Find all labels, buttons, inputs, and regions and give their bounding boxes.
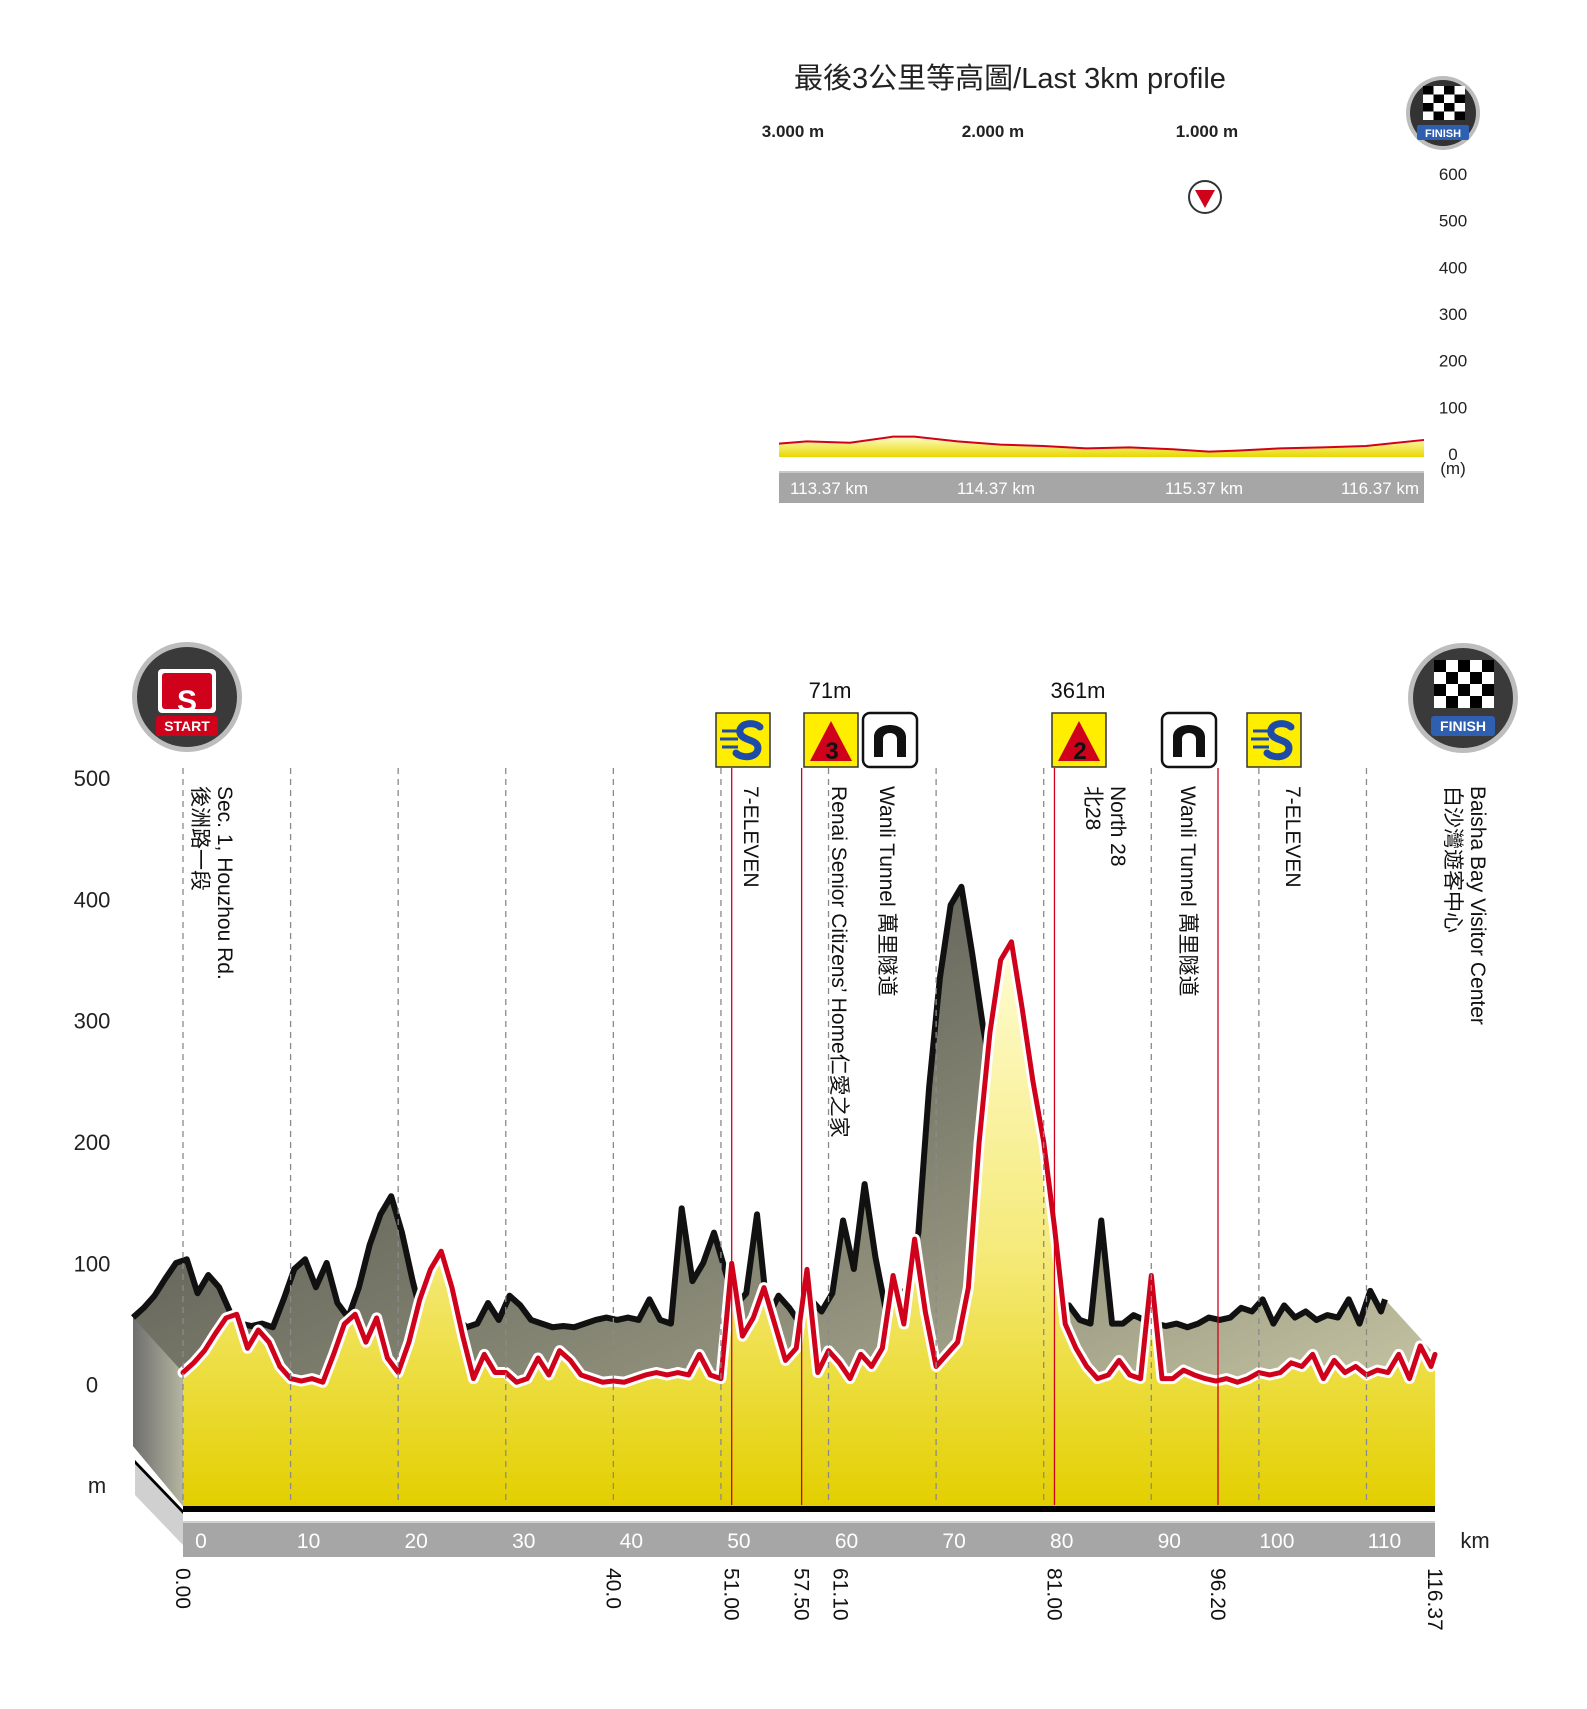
checkered-flag-icon	[1434, 660, 1494, 708]
inset-x-tick-label: 116.37 km	[1341, 479, 1419, 498]
main-y-axis: 500 400 300 200 100 0	[74, 766, 111, 1398]
waypoint-labels: Sec. 1, Houzhou Rd. 後洲路一段 7-ELEVEN Renai…	[188, 786, 1489, 1138]
checkpoint-km-label: 40.0	[601, 1568, 624, 1609]
x-tick-label: 70	[942, 1530, 965, 1553]
kom-category: 3	[825, 738, 838, 765]
inset-y-tick-label: 100	[1439, 398, 1467, 417]
inset-finish-badge: FINISH	[1406, 76, 1480, 150]
profile-side-wall	[133, 1317, 183, 1506]
waypoint-label-zh: 白沙灣遊客中心	[1441, 786, 1464, 933]
checkpoint-km-label: 57.50	[790, 1568, 813, 1621]
inset-x-tick-label: 114.37 km	[957, 479, 1035, 498]
checkpoint-km-label: 51.00	[720, 1568, 743, 1621]
start-letter: S	[177, 685, 197, 718]
x-tick-label: 50	[727, 1530, 750, 1553]
main-gridlines	[182, 768, 1368, 1505]
inset-y-tick-label: 300	[1439, 305, 1467, 324]
inset-y-tick-label: 200	[1439, 352, 1467, 371]
main-x-axis: 0 10 20 30 40 50 60 70 80 90 100 110	[195, 1530, 1401, 1553]
x-tick-label: 30	[512, 1530, 535, 1553]
kom-category: 2	[1073, 738, 1086, 765]
profile-base	[135, 1460, 1435, 1545]
inset-x-axis-band	[779, 471, 1424, 503]
waypoint-label: North 28	[1106, 786, 1129, 867]
kom-elevation: 361m	[1050, 678, 1105, 703]
start-badge: S START	[132, 642, 242, 752]
x-tick-label: 10	[297, 1530, 320, 1553]
inset-y-axis: 600 500 400 300 200 100 0	[1439, 165, 1467, 464]
checkpoint-km-labels: 0.00 40.0 51.00 57.50 61.10 81.00 96.20 116.37	[171, 1568, 1446, 1631]
checkpoint-km-label: 0.00	[171, 1568, 194, 1609]
waypoint-label: Wanli Tunnel 萬里隧道	[875, 786, 898, 996]
profile-shadow-edge	[130, 883, 1388, 1331]
inset-x-tick-label: 113.37 km	[790, 479, 868, 498]
waypoint-label-zh: 後洲路一段	[188, 786, 211, 891]
main-plot	[130, 883, 1441, 1506]
y-tick-label: 200	[74, 1130, 111, 1155]
inset-y-unit: (m)	[1440, 459, 1465, 478]
start-label: START	[164, 718, 210, 734]
finish-badge: FINISH	[1408, 643, 1518, 753]
main-y-unit: m	[88, 1473, 106, 1498]
waypoint-label-zh: 北28	[1081, 786, 1104, 830]
inset-finish-label: FINISH	[1425, 128, 1461, 140]
main-x-axis-band	[183, 1521, 1435, 1557]
inset-title: 最後3公里等高圖/Last 3km profile	[794, 62, 1226, 95]
profile-line	[180, 939, 1438, 1385]
inset-distance-mark: 2.000 m	[962, 122, 1024, 141]
waypoint-label: Renai Senior Citizens’ Home仁愛之家	[827, 786, 850, 1138]
checkered-flag-icon	[1423, 86, 1465, 120]
last-3km-inset: 最後3公里等高圖/Last 3km profile 3.000 m 2.000 …	[762, 62, 1480, 503]
tunnel-icon	[1160, 711, 1218, 769]
x-tick-label: 110	[1368, 1530, 1401, 1553]
inset-profile-line	[778, 435, 1425, 453]
y-tick-label: 500	[74, 766, 111, 791]
checkpoint-km-label: 116.37	[1423, 1568, 1446, 1631]
x-tick-label: 20	[404, 1530, 427, 1553]
waypoint-label: 7-ELEVEN	[739, 786, 762, 888]
tunnel-icon	[861, 711, 919, 769]
x-tick-label: 100	[1259, 1530, 1294, 1553]
finish-label: FINISH	[1440, 718, 1486, 734]
inset-y-tick-label: 400	[1439, 258, 1467, 277]
x-tick-label: 90	[1158, 1530, 1181, 1553]
main-profile: S START FINISH 5	[74, 642, 1518, 1631]
inset-y-tick-label: 600	[1439, 165, 1467, 184]
profile-area	[183, 941, 1435, 1506]
checkpoint-km-label: 81.00	[1042, 1568, 1065, 1621]
inset-y-tick-label: 500	[1439, 212, 1467, 231]
sprint-s-icon	[715, 712, 771, 768]
main-x-unit: km	[1460, 1528, 1489, 1553]
waypoint-label: 7-ELEVEN	[1281, 786, 1304, 888]
x-tick-label: 0	[195, 1530, 207, 1553]
x-tick-label: 60	[835, 1530, 858, 1553]
inset-distance-mark: 1.000 m	[1176, 122, 1238, 141]
inset-x-axis: 113.37 km 114.37 km 115.37 km 116.37 km	[790, 479, 1419, 498]
inset-y-tick-label: 0	[1448, 445, 1457, 464]
y-tick-label: 100	[74, 1251, 111, 1276]
y-tick-label: 400	[74, 887, 111, 912]
marker-lines	[731, 768, 1219, 1505]
inset-plot	[778, 435, 1425, 457]
y-tick-label: 300	[74, 1009, 111, 1034]
inset-profile-area	[779, 436, 1424, 457]
checkpoint-km-label: 61.10	[828, 1568, 851, 1621]
waypoint-label: Sec. 1, Houzhou Rd.	[213, 786, 236, 980]
checkpoint-km-label: 96.20	[1206, 1568, 1229, 1621]
x-tick-label: 40	[620, 1530, 643, 1553]
y-tick-label: 0	[86, 1373, 98, 1398]
inset-distance-mark: 3.000 m	[762, 122, 824, 141]
mountain-kom-icon: 2	[1051, 712, 1107, 768]
kom-elevation: 71m	[809, 678, 852, 703]
mountain-kom-icon: 3	[803, 712, 859, 768]
red-down-triangle-icon	[1188, 180, 1222, 214]
waypoint-label: Wanli Tunnel 萬里隧道	[1176, 786, 1199, 996]
inset-x-tick-label: 115.37 km	[1165, 479, 1243, 498]
x-tick-label: 80	[1050, 1530, 1073, 1553]
sprint-s-icon	[1246, 712, 1302, 768]
waypoint-label: Baisha Bay Visitor Center	[1466, 786, 1489, 1025]
